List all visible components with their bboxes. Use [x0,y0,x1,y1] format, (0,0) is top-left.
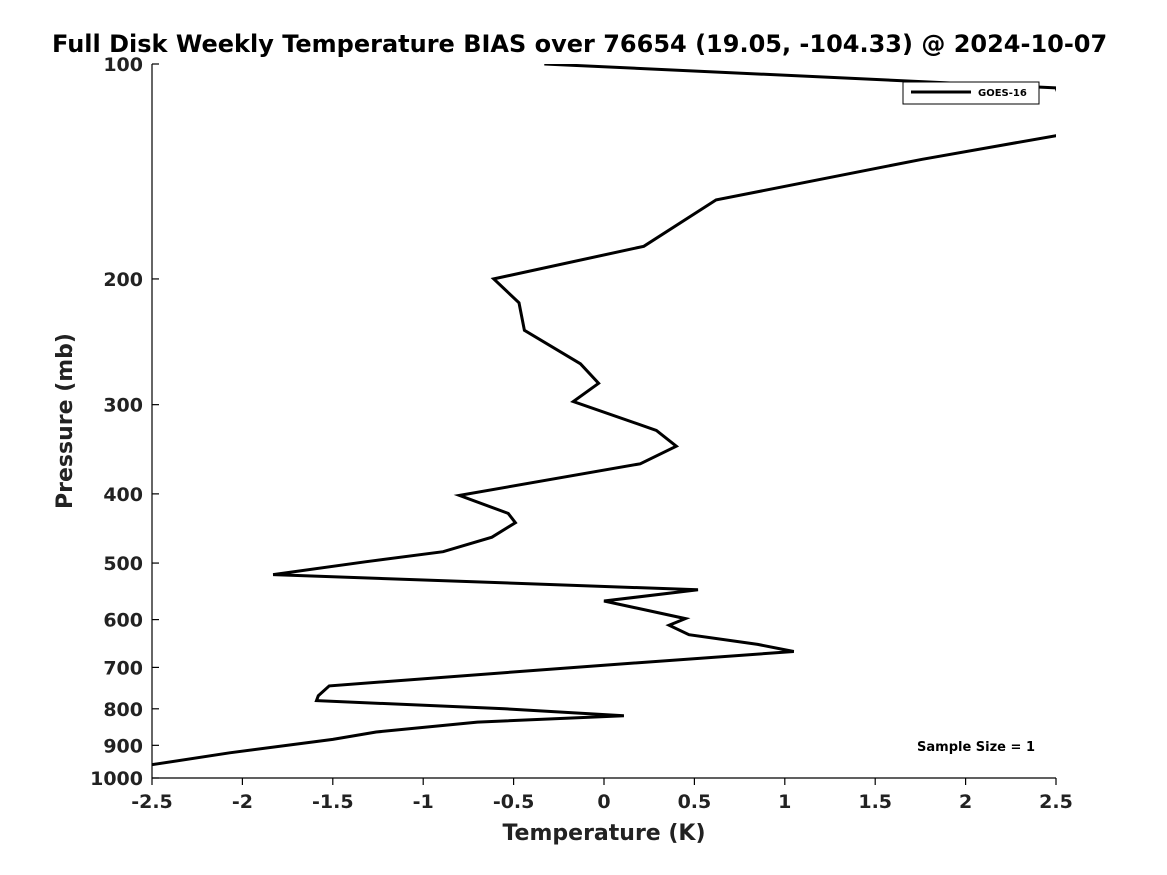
y-tick-label: 200 [103,269,143,291]
y-tick-label: 500 [103,553,143,575]
y-tick-label: 600 [103,610,143,632]
legend-entry-goes-16: GOES-16 [978,88,1027,99]
y-tick-label: 400 [103,484,143,506]
x-tick-label: 1.5 [858,791,892,813]
x-tick-label: 2.5 [1039,791,1073,813]
x-tick-label: -0.5 [493,791,535,813]
x-tick-label: -1.5 [312,791,354,813]
chart-title: Full Disk Weekly Temperature BIAS over 7… [52,30,1107,58]
x-tick-label: 1 [778,791,791,813]
y-tick-label: 700 [103,657,143,679]
x-tick-label: -2.5 [131,791,173,813]
y-axis-ticks: 100 200 300 400 500 600 700 800 900 1000 [90,54,159,790]
x-tick-label: 0.5 [678,791,712,813]
x-axis-label: Temperature (K) [502,821,705,846]
y-tick-label: 800 [103,699,143,721]
y-tick-label: 100 [103,54,143,76]
y-tick-label: 300 [103,395,143,417]
y-tick-label: 900 [103,735,143,757]
x-tick-label: -2 [232,791,253,813]
series-line-goes-16 [152,64,1056,767]
y-tick-label: 1000 [90,768,143,790]
x-axis-ticks: -2.5 -2 -1.5 -1 -0.5 0 0.5 1 1.5 2 2.5 [131,778,1073,813]
series-layer [152,64,1056,767]
x-tick-label: 2 [959,791,972,813]
y-axis-label: Pressure (mb) [53,333,78,509]
plot-area [151,64,1056,779]
x-tick-label: -1 [413,791,434,813]
legend: GOES-16 [902,81,1040,105]
x-tick-label: 0 [597,791,610,813]
sample-size-annotation: Sample Size = 1 [917,740,1035,755]
